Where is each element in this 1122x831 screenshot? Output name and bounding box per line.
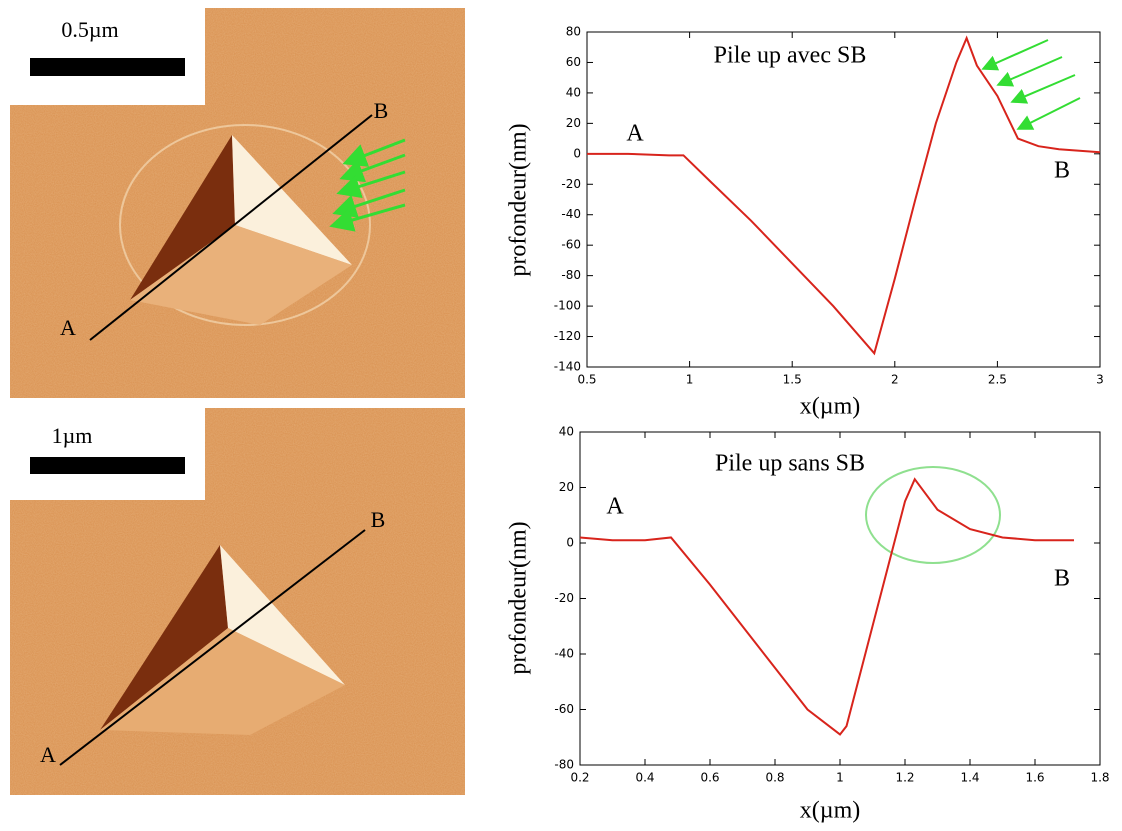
x-tick-label: 1.2 xyxy=(895,771,914,785)
x-tick-label: 3 xyxy=(1096,373,1104,387)
x-tick-label: 1.6 xyxy=(1025,771,1044,785)
y-tick-label: -80 xyxy=(561,268,581,282)
x-tick-label: 0.5 xyxy=(577,373,596,387)
x-tick-label: 0.4 xyxy=(635,771,654,785)
y-axis-label: profondeur(nm) xyxy=(506,521,532,674)
x-tick-label: 1 xyxy=(836,771,844,785)
x-tick-label: 2.5 xyxy=(988,373,1007,387)
y-tick-label: -60 xyxy=(554,702,574,716)
plot-frame xyxy=(586,31,1101,368)
y-tick-label: -20 xyxy=(554,591,574,605)
annotation: A xyxy=(606,494,624,520)
annotation: A xyxy=(626,121,644,147)
y-tick-label: -40 xyxy=(561,207,581,221)
chart-title: Pile up avec SB xyxy=(714,43,867,69)
scale-label: 0.5µm xyxy=(61,17,118,42)
y-tick-label: -140 xyxy=(554,360,581,374)
x-tick-label: 1.8 xyxy=(1090,771,1109,785)
afm-image: 1µm A B xyxy=(10,408,465,795)
x-axis-label: x(µm) xyxy=(800,394,860,420)
y-tick-label: 60 xyxy=(566,55,581,69)
y-tick-label: -40 xyxy=(554,647,574,661)
y-tick-label: 80 xyxy=(566,25,581,39)
data-line xyxy=(579,477,1074,736)
y-tick-label: 0 xyxy=(573,146,581,160)
x-tick-label: 0.6 xyxy=(700,771,719,785)
y-tick-label: 20 xyxy=(566,116,581,130)
annotation: B xyxy=(1054,566,1070,592)
x-tick-label: 0.8 xyxy=(765,771,784,785)
y-tick-label: -20 xyxy=(561,177,581,191)
x-tick-label: 1.5 xyxy=(783,373,802,387)
afm-image: 0.5µm A B xyxy=(10,8,465,398)
point-label: A xyxy=(60,315,76,340)
chart-title: Pile up sans SB xyxy=(715,451,865,477)
x-axis-label: x(µm) xyxy=(800,798,860,824)
annotation: B xyxy=(1054,158,1070,184)
point-label: B xyxy=(371,507,386,532)
y-tick-label: -120 xyxy=(554,329,581,343)
x-tick-label: 1.4 xyxy=(960,771,979,785)
y-tick-label: 0 xyxy=(566,536,574,550)
x-tick-label: 2 xyxy=(891,373,899,387)
y-tick-label: 40 xyxy=(559,425,574,439)
y-axis-label: profondeur(nm) xyxy=(506,123,532,276)
arrows xyxy=(981,39,1081,130)
x-tick-label: 1 xyxy=(686,373,694,387)
y-tick-label: 20 xyxy=(559,480,574,494)
plot-frame xyxy=(579,431,1101,766)
scale-label: 1µm xyxy=(52,423,93,448)
highlight xyxy=(865,466,1001,564)
point-label: A xyxy=(40,742,56,767)
y-tick-label: -80 xyxy=(554,758,574,772)
y-tick-label: -60 xyxy=(561,238,581,252)
point-label: B xyxy=(374,98,389,123)
x-tick-label: 0.2 xyxy=(570,771,589,785)
y-tick-label: -100 xyxy=(554,299,581,313)
y-tick-label: 40 xyxy=(566,85,581,99)
data-line xyxy=(587,35,1101,356)
